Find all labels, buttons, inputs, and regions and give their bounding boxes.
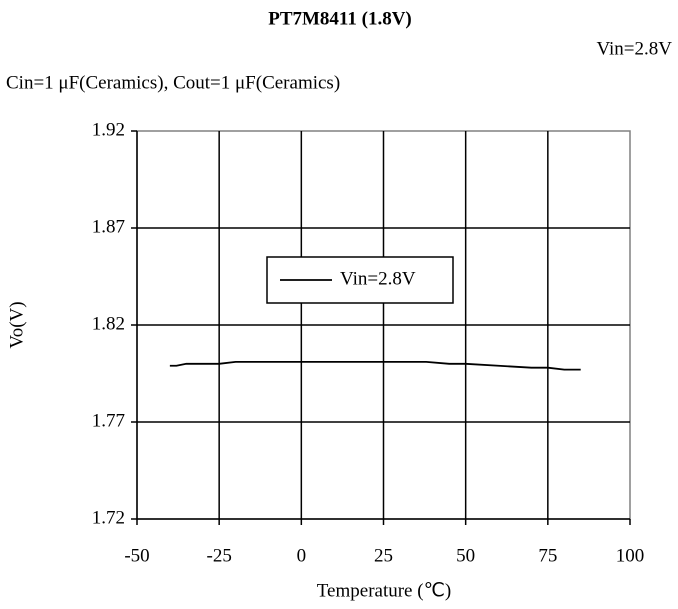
y-axis-label: Vo(V) [6,301,27,348]
x-tick-label: 50 [456,545,475,566]
subtitle: Cin=1 μF(Ceramics), Cout=1 μF(Ceramics) [6,72,340,93]
x-axis-label: Temperature (℃) [317,580,451,601]
x-tick-label: 75 [538,545,557,566]
legend-label: Vin=2.8V [340,268,416,289]
y-tick-label: 1.72 [92,507,125,528]
y-tick-label: 1.87 [92,216,125,237]
x-tick-label: 100 [616,545,645,566]
y-tick-label: 1.92 [92,119,125,140]
x-tick-label: 0 [297,545,307,566]
x-tick-label: -25 [207,545,232,566]
annotation: Vin=2.8V [596,38,672,59]
x-tick-label: -50 [124,545,149,566]
y-tick-label: 1.82 [92,313,125,334]
chart-title: PT7M8411 (1.8V) [268,8,412,29]
y-tick-label: 1.77 [92,410,125,431]
data-line [169,360,581,371]
x-tick-label: 25 [374,545,393,566]
